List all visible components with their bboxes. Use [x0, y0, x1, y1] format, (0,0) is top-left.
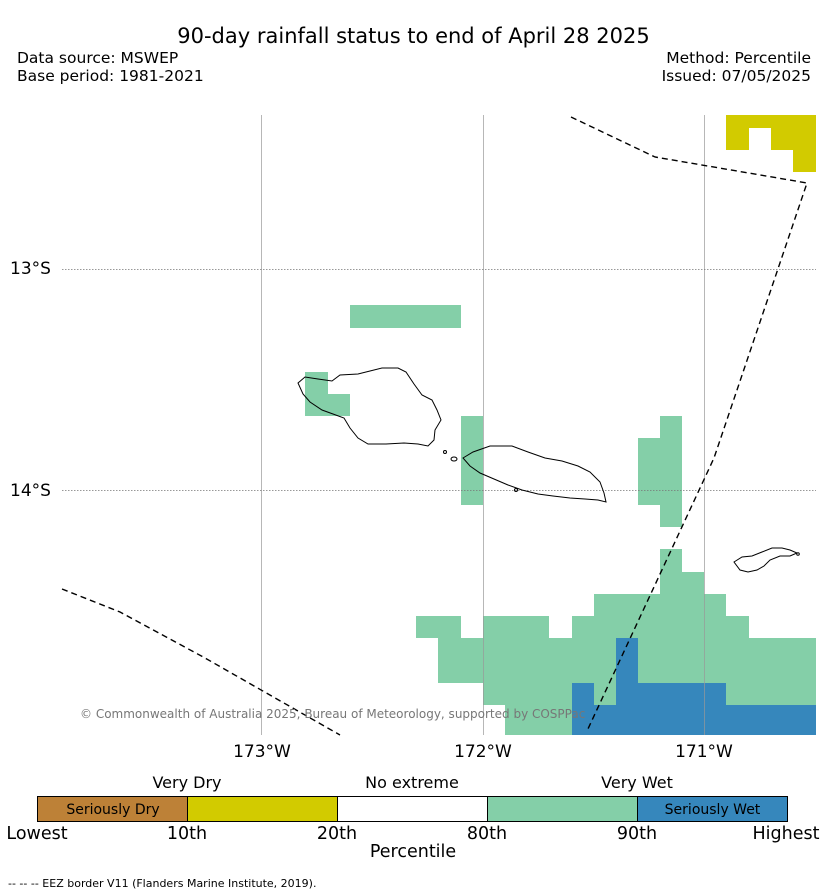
very-wet-cells [305, 305, 816, 735]
copyright-text: © Commonwealth of Australia 2025, Bureau… [80, 707, 586, 721]
islet [514, 488, 518, 492]
islet [450, 456, 458, 462]
seriously-wet-cells [572, 638, 816, 735]
colorbar-seriously-dry: Seriously Dry [37, 796, 188, 822]
savaii-island [297, 367, 442, 447]
coastlines [297, 367, 800, 573]
method-text: Method: Percentile [666, 49, 811, 67]
tutuila-island [733, 547, 799, 573]
colorbar-title: Percentile [369, 842, 457, 862]
lon-label-172w: 172°W [454, 742, 512, 762]
very-dry-cells [726, 115, 816, 172]
parallel-lines [62, 269, 816, 491]
tick-label-10th: 10th [166, 824, 208, 844]
legend-category-no-extreme: No extreme [365, 773, 459, 792]
colorbar-no-extreme [337, 796, 487, 822]
tick-label-20th: 20th [316, 824, 358, 844]
colorbar-seriously-wet-label: Seriously Wet [664, 802, 761, 818]
legend-category-very-dry: Very Dry [152, 773, 222, 792]
map-title: 90-day rainfall status to end of April 2… [177, 24, 650, 48]
data-source-text: Data source: MSWEP [17, 49, 179, 67]
colorbar-seriously-wet: Seriously Wet [637, 796, 788, 822]
colorbar-very-dry [187, 796, 337, 822]
colorbar-seriously-dry-label: Seriously Dry [66, 802, 160, 818]
rainfall-grid [305, 115, 816, 735]
islet [443, 450, 447, 454]
tick-label-80th: 80th [466, 824, 508, 844]
eez-border [61, 116, 808, 736]
upolu-island [462, 445, 607, 503]
lon-label-171w: 171°W [675, 742, 733, 762]
tick-label-highest: Highest [752, 824, 820, 844]
eez-legend-text: -- -- -- EEZ border V11 (Flanders Marine… [8, 877, 317, 890]
lat-label-13s: 13°S [10, 259, 51, 279]
base-period-text: Base period: 1981-2021 [17, 67, 204, 85]
legend-category-very-wet: Very Wet [601, 773, 673, 792]
issued-date-text: Issued: 07/05/2025 [661, 67, 811, 85]
tick-label-90th: 90th [616, 824, 658, 844]
lat-label-14s: 14°S [10, 481, 51, 501]
meridian-lines [261, 115, 705, 735]
tick-label-lowest: Lowest [6, 824, 68, 844]
colorbar-very-wet [487, 796, 637, 822]
islet [796, 552, 800, 556]
lon-label-173w: 173°W [233, 742, 291, 762]
